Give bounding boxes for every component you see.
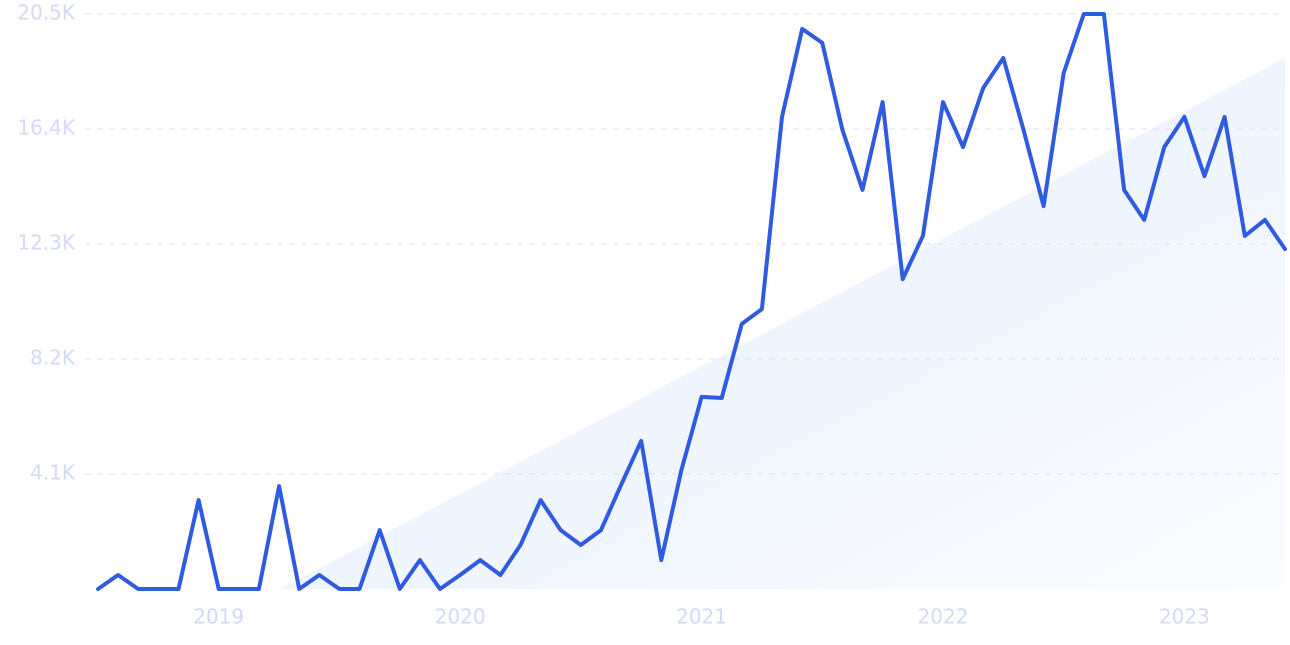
y-tick-label: 4.1K bbox=[30, 461, 76, 485]
line bbox=[96, 12, 1287, 591]
x-tick-label: 2019 bbox=[193, 605, 244, 629]
y-tick-label: 8.2K bbox=[30, 346, 76, 370]
x-tick-label: 2020 bbox=[435, 605, 486, 629]
x-tick-label: 2023 bbox=[1159, 605, 1210, 629]
x-tick-label: 2021 bbox=[676, 605, 727, 629]
y-tick-label: 16.4K bbox=[17, 116, 76, 140]
y-tick-label: 12.3K bbox=[17, 231, 76, 255]
plot: 4.1K 8.2K 12.3K 16.4K 20.5K 2019 2020 2021 2022 2… bbox=[17, 1, 1287, 629]
background-shape bbox=[280, 58, 1285, 589]
y-tick-label: 20.5K bbox=[17, 1, 76, 25]
x-tick-label: 2022 bbox=[918, 605, 969, 629]
